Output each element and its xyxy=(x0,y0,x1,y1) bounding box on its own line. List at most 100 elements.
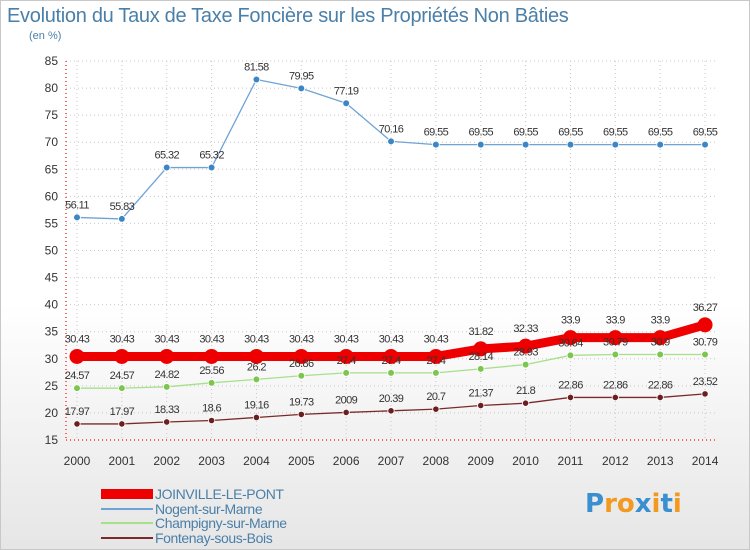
data-point xyxy=(163,418,171,426)
data-label: 30.43 xyxy=(110,333,135,345)
data-label: 30.9 xyxy=(651,337,670,349)
y-tick-label: 65 xyxy=(45,162,59,176)
data-label: 18.33 xyxy=(154,404,179,416)
data-label: 19.16 xyxy=(244,399,269,411)
x-tick-label: 2011 xyxy=(558,454,584,468)
data-label: 69.55 xyxy=(424,127,449,139)
data-point xyxy=(297,410,305,418)
data-label: 36.27 xyxy=(693,302,718,314)
data-label: 69.55 xyxy=(693,127,718,139)
data-point xyxy=(432,405,440,413)
data-point xyxy=(562,330,578,346)
y-tick-label: 20 xyxy=(45,406,59,420)
data-label: 24.82 xyxy=(154,369,179,381)
data-point xyxy=(473,341,489,357)
x-tick-label: 2008 xyxy=(423,454,450,468)
legend-swatch xyxy=(101,536,153,539)
x-tick-label: 2007 xyxy=(378,454,405,468)
legend-item-champigny: Champigny-sur-Marne xyxy=(101,515,287,532)
legend-swatch xyxy=(101,489,153,500)
data-label: 65.32 xyxy=(199,150,224,162)
data-label: 30.43 xyxy=(65,333,90,345)
y-tick-label: 45 xyxy=(45,271,59,285)
data-label: 24.57 xyxy=(65,370,90,382)
x-tick-label: 2013 xyxy=(647,454,674,468)
y-tick-label: 70 xyxy=(45,135,59,149)
data-point xyxy=(73,384,81,392)
data-point xyxy=(293,348,309,364)
legend-swatch xyxy=(101,507,153,510)
data-label: 21.37 xyxy=(468,388,493,400)
data-point xyxy=(477,401,485,410)
logo-letter: x xyxy=(634,489,652,519)
data-point xyxy=(118,420,126,428)
legend-item-nogent: Nogent-sur-Marne xyxy=(101,501,287,517)
data-point xyxy=(566,393,575,402)
proxiti-logo: Proxiti xyxy=(585,489,682,519)
data-label: 77.19 xyxy=(334,85,359,97)
data-label: 17.97 xyxy=(65,406,90,418)
x-tick-label: 2004 xyxy=(243,454,270,468)
data-point xyxy=(162,163,171,172)
data-label: 22.86 xyxy=(558,379,583,391)
data-point xyxy=(342,99,350,108)
data-label: 32.33 xyxy=(513,323,538,335)
data-label: 25.56 xyxy=(199,365,224,377)
y-tick-label: 75 xyxy=(45,108,59,122)
legend-label: JOINVILLE-LE-PONT xyxy=(155,486,284,503)
data-label: 56.11 xyxy=(65,199,89,211)
x-tick-label: 2001 xyxy=(109,454,136,468)
y-tick-label: 55 xyxy=(45,216,59,230)
logo-letter: r xyxy=(604,489,617,519)
data-point xyxy=(69,348,85,364)
data-point xyxy=(656,350,664,359)
data-label: 26.86 xyxy=(289,358,314,370)
data-point xyxy=(701,350,709,359)
data-label: 79.95 xyxy=(289,70,314,82)
data-point xyxy=(521,399,530,407)
y-tick-label: 85 xyxy=(45,54,59,68)
data-point xyxy=(383,348,399,364)
data-point xyxy=(701,140,709,149)
data-label: 30.43 xyxy=(154,333,179,345)
data-label: 69.55 xyxy=(468,127,493,139)
legend-item-fontenay: Fontenay-sous-Bois xyxy=(101,530,287,546)
y-tick-label: 80 xyxy=(45,81,59,95)
data-point xyxy=(428,348,444,364)
y-tick-label: 50 xyxy=(45,244,59,258)
data-point xyxy=(114,348,130,364)
x-tick-label: 2010 xyxy=(512,454,539,468)
x-tick-label: 2012 xyxy=(602,454,629,468)
x-tick-label: 2006 xyxy=(333,454,360,468)
data-label: 30.79 xyxy=(603,337,628,349)
data-label: 27.4 xyxy=(382,355,401,367)
logo-letter: P xyxy=(585,489,605,519)
x-tick-label: 2009 xyxy=(467,454,494,468)
data-point xyxy=(118,384,126,392)
data-point xyxy=(297,84,306,93)
data-point xyxy=(342,408,350,417)
data-point xyxy=(566,140,575,149)
data-label: 28.93 xyxy=(513,347,538,359)
data-label: 31.82 xyxy=(468,326,493,338)
data-label: 69.55 xyxy=(648,127,673,139)
data-point xyxy=(432,369,440,377)
data-point xyxy=(566,351,575,360)
data-label: 24.57 xyxy=(110,370,135,382)
legend-label: Champigny-sur-Marne xyxy=(155,515,287,532)
x-tick-label: 2003 xyxy=(198,454,225,468)
data-point xyxy=(162,383,171,391)
data-point xyxy=(207,416,216,425)
data-label: 69.55 xyxy=(513,127,538,139)
chart-subtitle: (en %) xyxy=(29,30,62,42)
data-label: 33.9 xyxy=(651,315,670,327)
data-label: 55.83 xyxy=(110,201,135,213)
data-point xyxy=(387,407,395,415)
data-label: 17.97 xyxy=(110,406,135,418)
data-point xyxy=(207,379,216,387)
data-label: 30.43 xyxy=(244,333,269,345)
data-label: 65.32 xyxy=(154,150,179,162)
logo-letter: o xyxy=(616,489,635,519)
